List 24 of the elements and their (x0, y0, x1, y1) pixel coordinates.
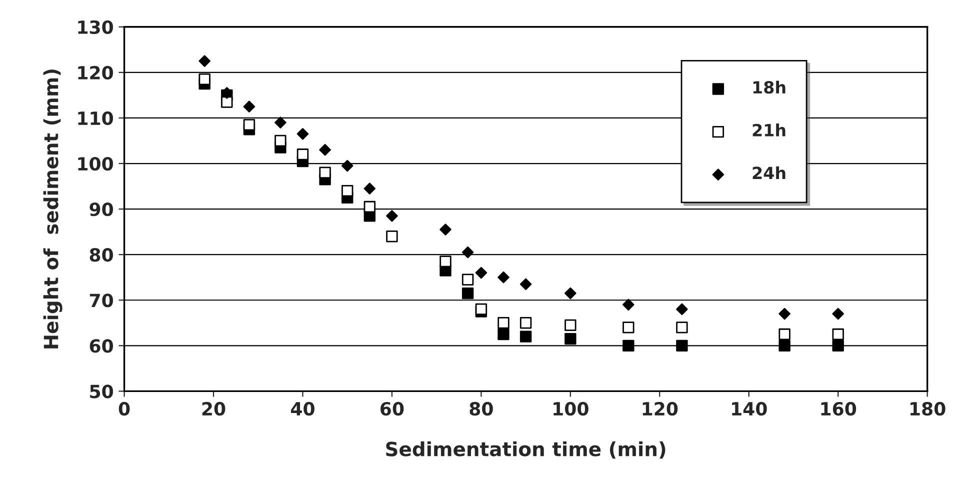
x-tick-label: 160 (821, 402, 856, 416)
y-tick-label: 60 (90, 339, 113, 353)
x-tick-label: 20 (202, 402, 226, 416)
y-tick-label: 130 (78, 20, 113, 34)
x-axis-title: Sedimentation time (min) (386, 441, 666, 459)
y-axis-title: Height of sediment (mm) (43, 70, 62, 348)
legend-label: 18h (753, 80, 786, 94)
x-tick-label: 140 (732, 402, 767, 416)
y-tick-label: 50 (90, 384, 113, 398)
x-tick-label: 80 (470, 402, 493, 416)
x-tick-label: 40 (290, 402, 314, 416)
y-tick-label: 80 (90, 248, 113, 262)
y-tick-label: 100 (78, 156, 113, 171)
x-tick-label: 0 (118, 402, 130, 416)
x-tick-label: 120 (642, 402, 678, 416)
x-tick-label: 60 (380, 402, 404, 416)
x-tick-label: 180 (910, 402, 946, 416)
y-tick-label: 70 (90, 294, 113, 308)
y-tick-label: 110 (78, 111, 113, 126)
legend-label: 21h (752, 124, 786, 136)
y-tick-label: 120 (78, 66, 113, 80)
x-tick-label: 100 (554, 402, 588, 416)
y-tick-label: 90 (90, 202, 113, 216)
legend-label: 24h (752, 166, 786, 179)
